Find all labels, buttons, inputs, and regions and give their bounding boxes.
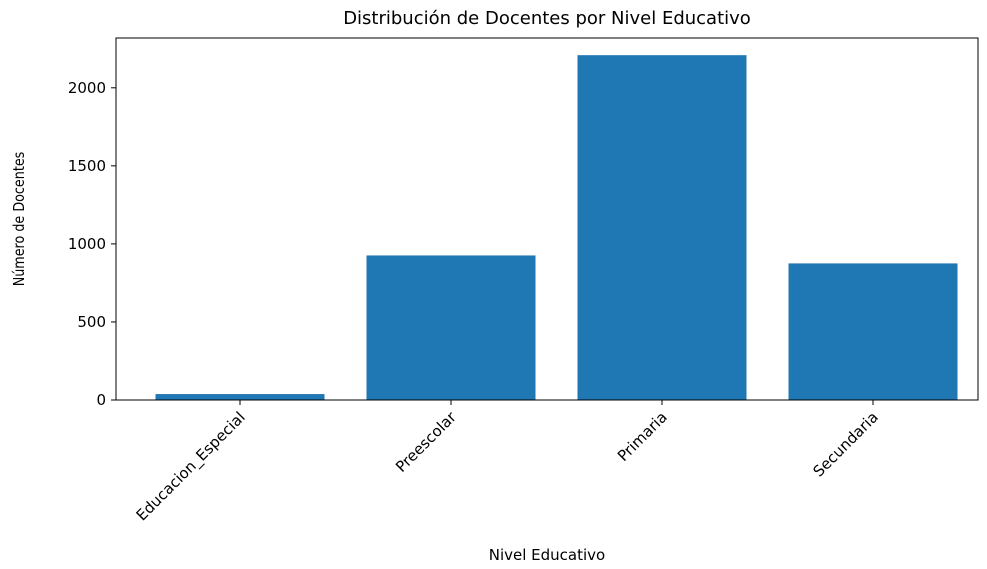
x-tick-label: Secundaria [810,408,882,480]
y-axis-label: Número de Docentes [11,152,28,287]
x-tick-label: Educacion_Especial [133,408,250,525]
y-tick-label: 2000 [68,79,106,97]
chart-title: Distribución de Docentes por Nivel Educa… [343,8,751,29]
bar [577,55,747,400]
plot-frame [115,37,979,401]
x-axis-label: Nivel Educativo [489,546,605,564]
y-tick-label: 0 [96,391,106,409]
y-tick-label: 1500 [68,157,106,175]
y-tick-label: 500 [77,313,106,331]
x-tick-label: Preescolar [392,408,460,476]
bar [366,255,536,400]
bar [155,394,325,400]
bar [788,263,958,400]
x-tick-label: Primaria [614,408,671,465]
y-tick-label: 1000 [68,235,106,253]
